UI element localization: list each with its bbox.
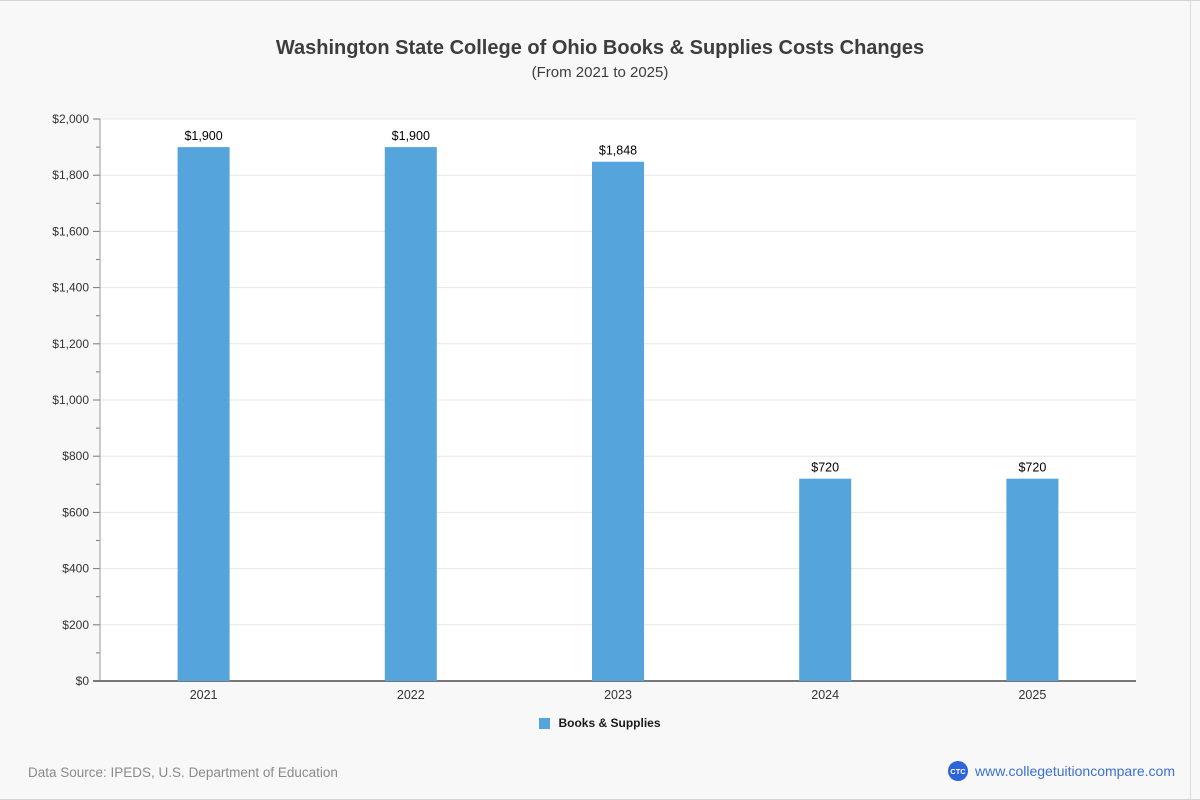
y-axis-tick-label: $1,000 bbox=[52, 393, 89, 407]
bar-2024[interactable] bbox=[799, 478, 852, 681]
data-source-text: Data Source: IPEDS, U.S. Department of E… bbox=[28, 765, 338, 780]
x-axis-label-2021: 2021 bbox=[190, 688, 218, 702]
x-axis-label-2023: 2023 bbox=[604, 688, 632, 702]
y-axis-tick-label: $1,800 bbox=[52, 168, 89, 182]
x-axis-label-2025: 2025 bbox=[1018, 688, 1046, 702]
y-axis-tick-label: $0 bbox=[76, 674, 90, 688]
bar-value-label-2025: $720 bbox=[1018, 461, 1046, 475]
bar-2025[interactable] bbox=[1006, 478, 1059, 681]
website-link[interactable]: www.collegetuitioncompare.com bbox=[975, 763, 1175, 779]
legend-marker-icon bbox=[539, 717, 551, 729]
bar-2021[interactable] bbox=[177, 147, 230, 682]
right-edge-divider bbox=[1190, 1, 1191, 799]
y-axis-tick-label: $400 bbox=[62, 562, 89, 576]
chart-subtitle: (From 2021 to 2025) bbox=[531, 64, 669, 81]
y-axis-tick-label: $1,400 bbox=[52, 281, 89, 295]
y-axis-tick-label: $2,000 bbox=[52, 112, 89, 126]
y-axis-tick-label: $800 bbox=[62, 449, 89, 463]
ctc-logo-icon: CTC bbox=[948, 761, 969, 781]
y-axis-tick-label: $600 bbox=[62, 505, 89, 519]
bar-value-label-2024: $720 bbox=[811, 461, 839, 475]
footer-branding: CTC www.collegetuitioncompare.com bbox=[948, 761, 1175, 781]
x-axis-label-2024: 2024 bbox=[811, 688, 839, 702]
chart-legend[interactable]: Books & Supplies bbox=[0, 716, 1200, 730]
y-axis-tick-label: $200 bbox=[62, 618, 89, 632]
bar-2022[interactable] bbox=[384, 147, 437, 682]
x-axis-label-2022: 2022 bbox=[397, 688, 425, 702]
y-axis-tick-label: $1,600 bbox=[52, 224, 89, 238]
legend-label: Books & Supplies bbox=[558, 716, 661, 730]
bar-2023[interactable] bbox=[592, 161, 644, 681]
bar-value-label-2023: $1,848 bbox=[599, 144, 637, 158]
bar-value-label-2021: $1,900 bbox=[184, 129, 222, 143]
bar-value-label-2022: $1,900 bbox=[392, 129, 430, 143]
chart-title: Washington State College of Ohio Books &… bbox=[275, 37, 925, 59]
y-axis-tick-label: $1,200 bbox=[52, 337, 89, 351]
